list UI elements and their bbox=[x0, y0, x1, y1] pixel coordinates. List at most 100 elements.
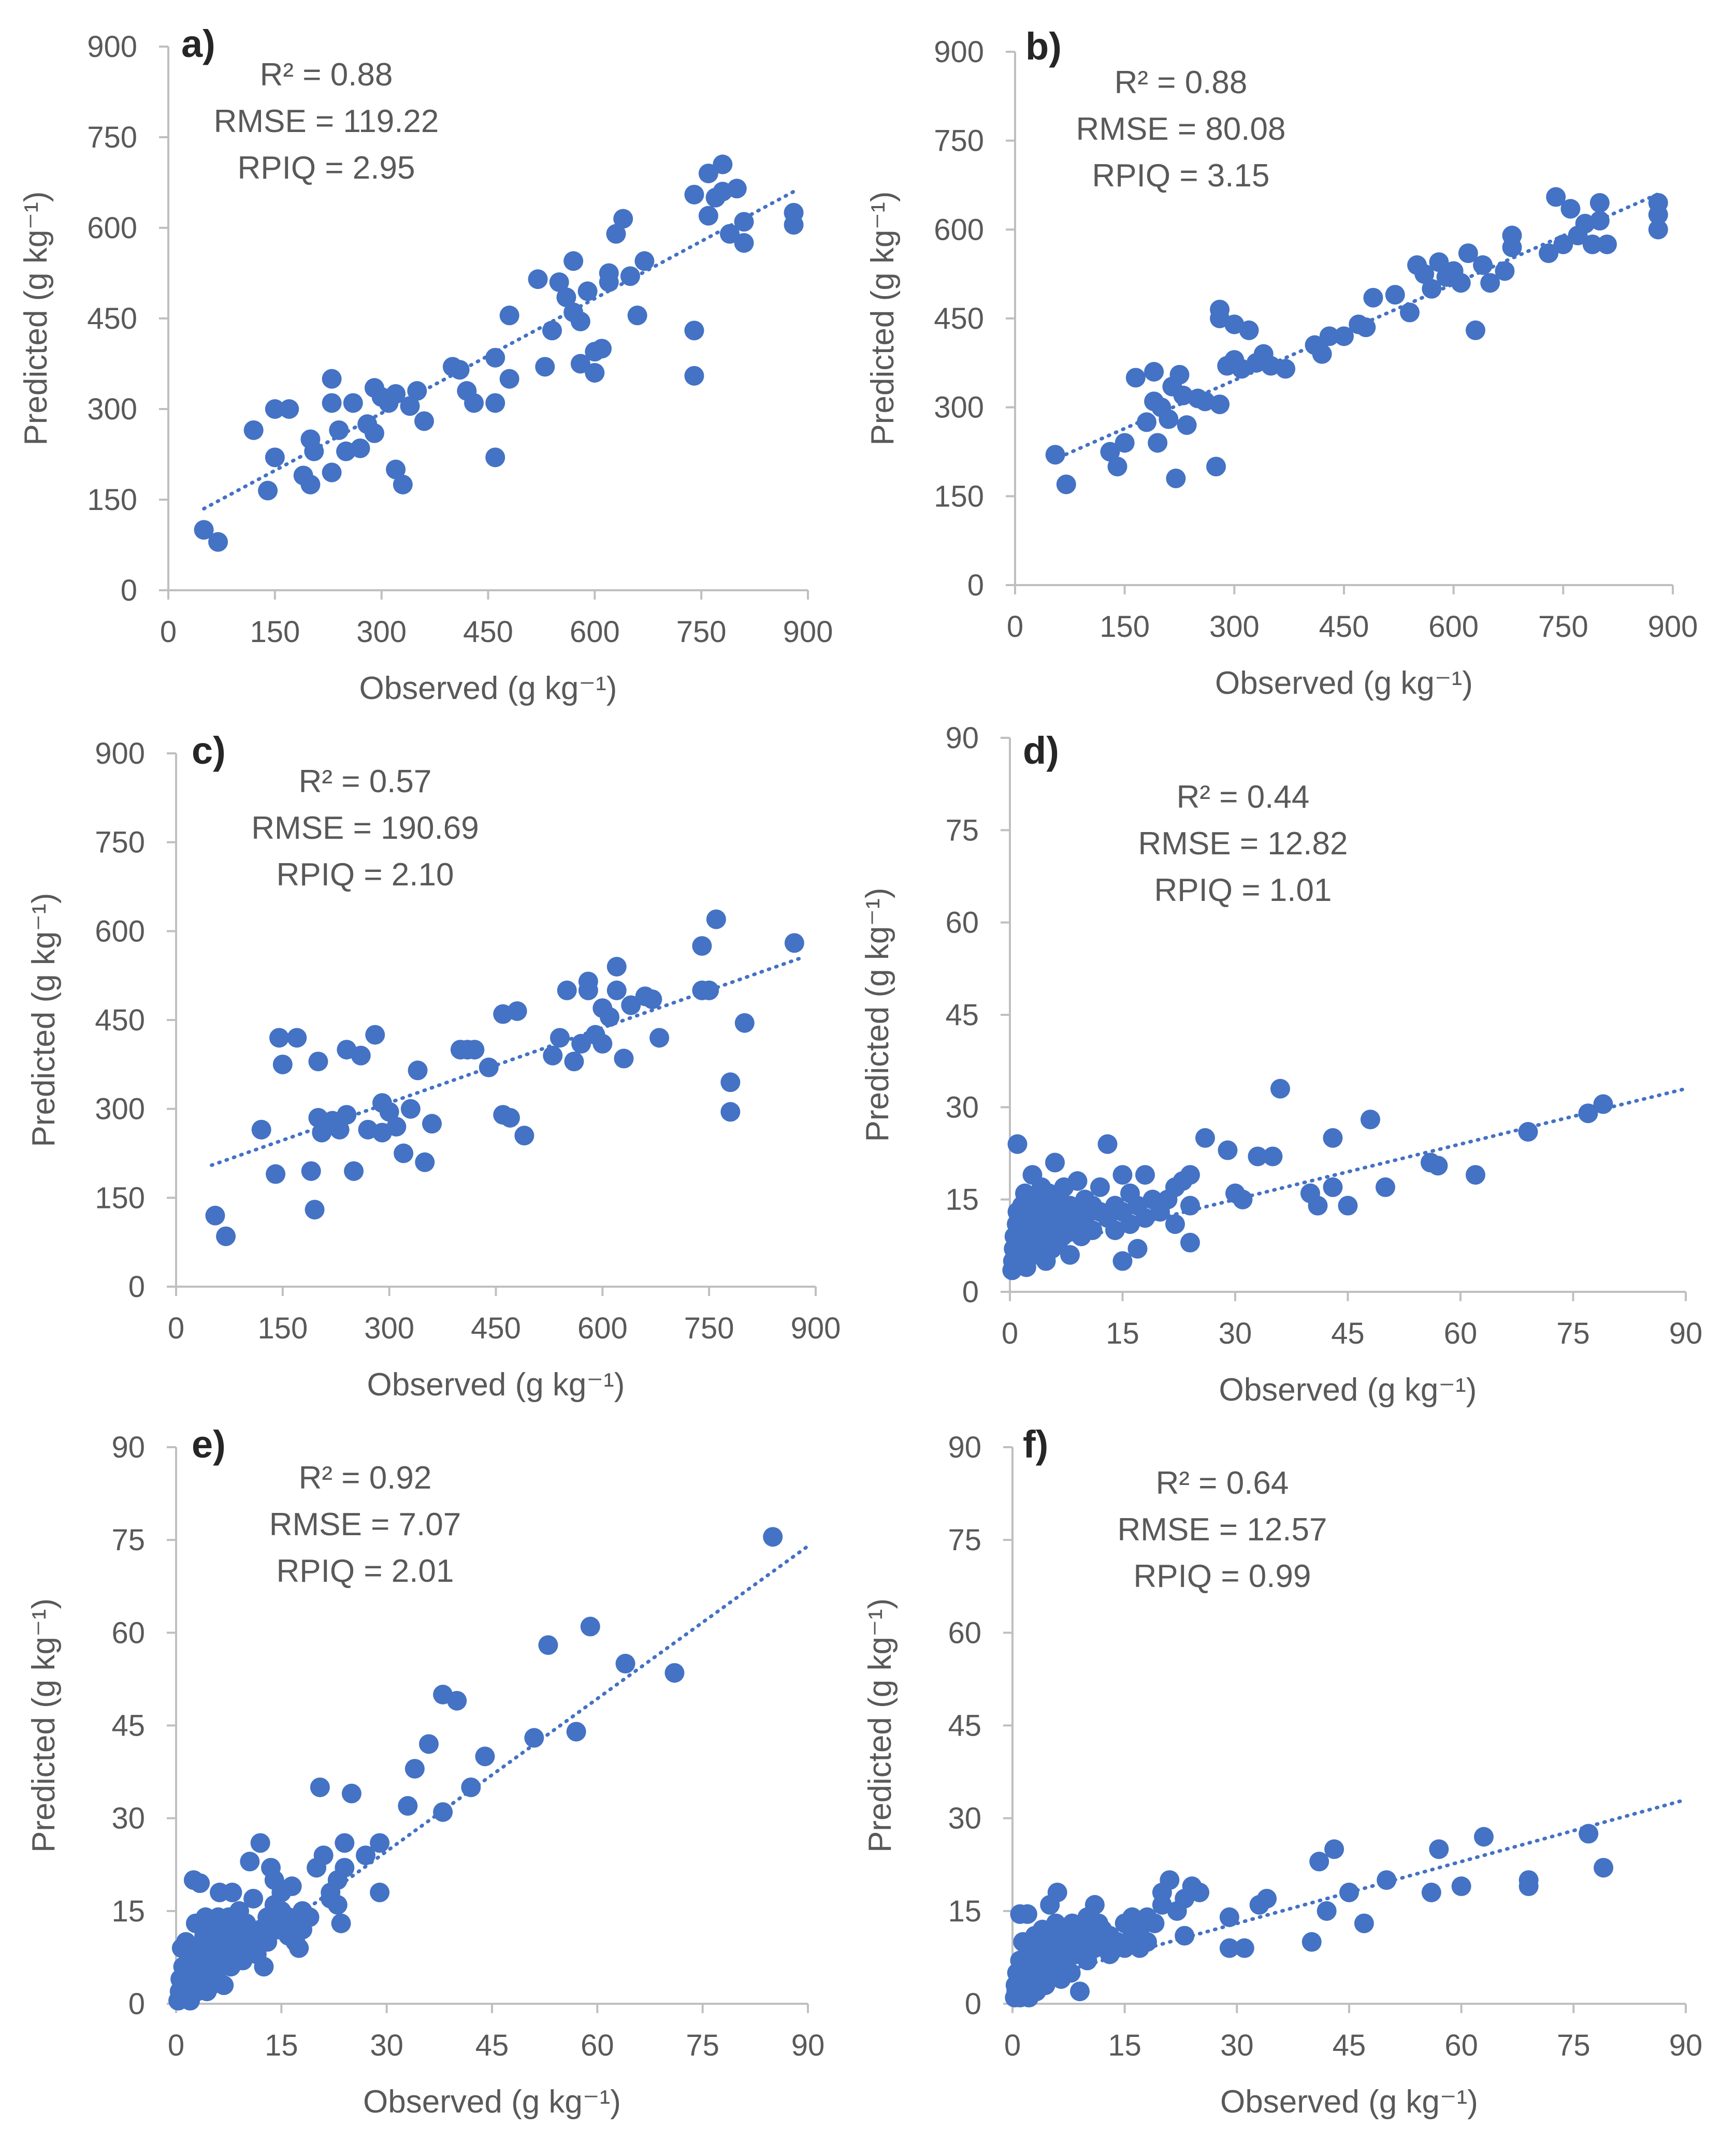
x-tick-label: 0 bbox=[1004, 2029, 1021, 2062]
data-point bbox=[1400, 302, 1420, 323]
data-point bbox=[543, 1045, 563, 1066]
data-point bbox=[1206, 457, 1226, 477]
data-point bbox=[265, 447, 285, 468]
data-point bbox=[289, 1938, 309, 1958]
x-tick-label: 15 bbox=[1108, 2029, 1141, 2062]
data-point bbox=[370, 1833, 390, 1853]
data-point bbox=[1361, 1110, 1380, 1130]
data-point bbox=[1354, 1913, 1374, 1933]
stat-annotation: R² = 0.44 bbox=[1177, 779, 1310, 815]
y-tick-label: 300 bbox=[95, 1092, 145, 1126]
data-point bbox=[1458, 243, 1478, 264]
data-point bbox=[615, 1654, 635, 1674]
data-point bbox=[485, 347, 505, 368]
data-point bbox=[620, 266, 640, 286]
x-tick-label: 45 bbox=[1333, 2029, 1366, 2062]
x-tick-label: 60 bbox=[1444, 1317, 1478, 1350]
y-axis-title: Predicted (g kg⁻¹) bbox=[26, 893, 62, 1147]
data-point bbox=[407, 381, 427, 401]
data-point bbox=[254, 1957, 274, 1977]
data-point bbox=[1127, 1239, 1148, 1259]
data-point bbox=[331, 1913, 351, 1933]
y-tick-label: 15 bbox=[111, 1895, 145, 1928]
data-point bbox=[1518, 1876, 1539, 1897]
data-point bbox=[1589, 193, 1610, 213]
data-point bbox=[1356, 317, 1376, 338]
data-point bbox=[1148, 433, 1168, 453]
data-point bbox=[243, 1888, 264, 1909]
data-point bbox=[1474, 1827, 1494, 1847]
y-tick-label: 75 bbox=[111, 1523, 145, 1557]
data-point bbox=[1100, 442, 1120, 462]
data-point bbox=[365, 1025, 385, 1045]
data-point bbox=[1135, 1165, 1155, 1185]
x-tick-label: 600 bbox=[570, 615, 620, 649]
data-point bbox=[1385, 285, 1405, 305]
x-axis-title: Observed (g kg⁻¹) bbox=[1215, 665, 1473, 701]
data-point bbox=[301, 1161, 321, 1181]
data-point bbox=[344, 1161, 364, 1181]
data-point bbox=[400, 1099, 421, 1119]
data-point bbox=[1428, 1156, 1448, 1176]
data-point bbox=[1112, 1251, 1133, 1271]
data-point bbox=[1257, 1888, 1277, 1909]
data-point bbox=[1363, 287, 1383, 308]
panel-label: e) bbox=[192, 1423, 226, 1466]
data-point bbox=[240, 1852, 260, 1872]
data-point bbox=[1560, 199, 1581, 219]
data-point bbox=[592, 1033, 613, 1054]
data-point bbox=[386, 1117, 407, 1137]
data-point bbox=[1648, 205, 1668, 225]
data-point bbox=[720, 1102, 741, 1122]
data-point bbox=[1144, 362, 1164, 382]
data-point bbox=[1137, 1932, 1157, 1952]
x-tick-label: 150 bbox=[257, 1312, 308, 1345]
x-tick-label: 450 bbox=[1319, 610, 1369, 644]
x-axis-title: Observed (g kg⁻¹) bbox=[1220, 2084, 1478, 2120]
data-point bbox=[1125, 368, 1146, 388]
y-tick-label: 45 bbox=[111, 1709, 145, 1743]
data-point bbox=[341, 1783, 361, 1803]
data-point bbox=[465, 1040, 485, 1060]
panel-label: d) bbox=[1023, 729, 1059, 772]
data-point bbox=[386, 459, 406, 479]
x-tick-label: 30 bbox=[1220, 2029, 1254, 2062]
data-point bbox=[194, 520, 214, 540]
data-point bbox=[684, 184, 704, 205]
y-tick-label: 0 bbox=[967, 569, 984, 602]
data-point bbox=[1169, 365, 1190, 385]
y-tick-label: 0 bbox=[128, 1270, 145, 1304]
data-point bbox=[763, 1527, 783, 1547]
data-point bbox=[507, 1001, 527, 1021]
data-point bbox=[1502, 237, 1522, 257]
data-point bbox=[475, 1746, 495, 1767]
data-point bbox=[1276, 359, 1296, 379]
data-point bbox=[1233, 1189, 1253, 1210]
data-point bbox=[1429, 252, 1449, 272]
data-point bbox=[305, 1200, 325, 1220]
data-point bbox=[1180, 1232, 1200, 1252]
data-point bbox=[310, 1777, 330, 1797]
data-point bbox=[1234, 1938, 1254, 1958]
data-point bbox=[606, 957, 627, 977]
x-tick-label: 60 bbox=[581, 2029, 614, 2062]
y-tick-label: 75 bbox=[948, 1523, 981, 1557]
x-tick-label: 90 bbox=[1669, 1317, 1703, 1350]
chart-panel-2: 0 150 300 450 600 750 900 0 150 300 450 600 750 900 Ob… bbox=[865, 25, 1698, 701]
data-point bbox=[614, 1048, 634, 1069]
x-tick-label: 750 bbox=[1538, 610, 1588, 644]
y-axis-title: Predicted (g kg⁻¹) bbox=[26, 1598, 62, 1853]
data-point bbox=[549, 272, 569, 292]
data-point bbox=[692, 936, 712, 956]
data-point bbox=[1070, 1982, 1090, 2002]
stat-annotation: RPIQ = 1.01 bbox=[1154, 872, 1332, 908]
data-point bbox=[1451, 273, 1471, 293]
data-point bbox=[563, 251, 584, 271]
data-point bbox=[1578, 1103, 1598, 1124]
data-point bbox=[698, 206, 718, 226]
x-tick-label: 0 bbox=[168, 2029, 184, 2062]
data-point bbox=[266, 1164, 286, 1184]
data-point bbox=[1414, 264, 1435, 284]
data-point bbox=[664, 1663, 685, 1683]
